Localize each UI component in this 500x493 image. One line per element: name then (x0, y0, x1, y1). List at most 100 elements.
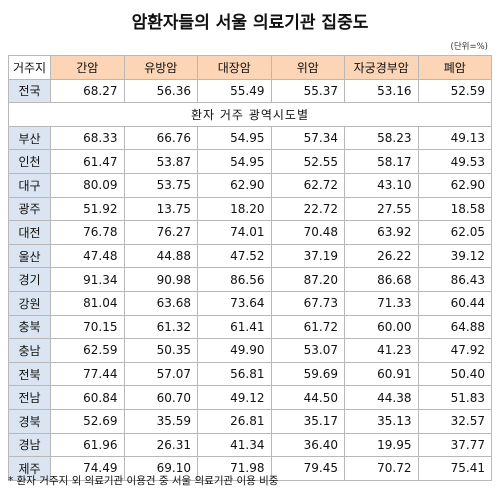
value-cell: 62.90 (417, 172, 492, 198)
value-cell: 60.44 (417, 290, 492, 316)
value-cell: 61.41 (197, 314, 272, 340)
value-cell: 39.12 (417, 243, 492, 269)
region-cell: 경남 (8, 432, 51, 458)
value-cell: 44.50 (270, 385, 345, 410)
value-cell: 51.92 (50, 196, 125, 222)
value-cell: 71.98 (197, 456, 272, 481)
value-cell: 76.78 (50, 220, 125, 245)
value-cell: 58.23 (344, 125, 419, 151)
table-row: 경남 61.96 26.31 41.34 36.40 19.95 37.77 (8, 432, 492, 458)
value-cell: 13.75 (123, 196, 198, 222)
value-cell: 47.52 (197, 243, 272, 269)
region-cell: 광주 (8, 196, 51, 222)
value-cell: 74.01 (197, 220, 272, 245)
value-cell: 60.00 (344, 314, 419, 340)
concentration-table: 거주지 간암 유방암 대장암 위암 자궁경부암 폐암 전국 68.27 56.3… (8, 55, 492, 481)
section-label: 환자 거주 광역시도별 (8, 102, 492, 127)
region-cell: 제주 (8, 456, 51, 481)
table-row: 충남 62.59 50.35 49.90 53.07 41.23 47.92 (8, 338, 492, 363)
table-row: 광주 51.92 13.75 18.20 22.72 27.55 18.58 (8, 196, 492, 222)
region-cell: 대전 (8, 220, 51, 245)
value-cell: 35.17 (270, 408, 345, 434)
value-cell: 63.68 (123, 290, 198, 316)
value-cell: 61.47 (50, 149, 125, 174)
value-cell: 70.48 (270, 220, 345, 245)
value-cell: 49.12 (197, 385, 272, 410)
value-cell: 68.27 (50, 78, 125, 104)
region-cell: 전국 (8, 78, 51, 104)
col-header-colorectal: 대장암 (197, 55, 272, 80)
value-cell: 59.69 (270, 361, 345, 387)
value-cell: 71.33 (344, 290, 419, 316)
region-cell: 경북 (8, 408, 51, 434)
value-cell: 32.57 (417, 408, 492, 434)
region-cell: 전북 (8, 361, 51, 387)
value-cell: 53.87 (123, 149, 198, 174)
table-row: 대구 80.09 53.75 62.90 62.72 43.10 62.90 (8, 172, 492, 198)
value-cell: 80.09 (50, 172, 125, 198)
col-header-liver: 간암 (50, 55, 125, 80)
region-cell: 경기 (8, 267, 51, 292)
value-cell: 37.77 (417, 432, 492, 458)
value-cell: 66.76 (123, 125, 198, 151)
table-row: 대전 76.78 76.27 74.01 70.48 63.92 62.05 (8, 220, 492, 245)
table-row: 경기 91.34 90.98 86.56 87.20 86.68 86.43 (8, 267, 492, 292)
value-cell: 62.72 (270, 172, 345, 198)
value-cell: 52.55 (270, 149, 345, 174)
value-cell: 74.49 (50, 456, 125, 481)
value-cell: 44.38 (344, 385, 419, 410)
value-cell: 55.49 (197, 78, 272, 104)
value-cell: 41.34 (197, 432, 272, 458)
value-cell: 79.45 (270, 456, 345, 481)
value-cell: 56.36 (123, 78, 198, 104)
value-cell: 86.43 (417, 267, 492, 292)
region-cell: 대구 (8, 172, 51, 198)
value-cell: 18.20 (197, 196, 272, 222)
value-cell: 26.81 (197, 408, 272, 434)
unit-label: (단위=%) (450, 42, 488, 52)
value-cell: 60.91 (344, 361, 419, 387)
value-cell: 70.15 (50, 314, 125, 340)
col-header-lung: 폐암 (417, 55, 492, 80)
region-cell: 전남 (8, 385, 51, 410)
value-cell: 53.75 (123, 172, 198, 198)
value-cell: 64.88 (417, 314, 492, 340)
value-cell: 76.27 (123, 220, 198, 245)
table-row: 인천 61.47 53.87 54.95 52.55 58.17 49.53 (8, 149, 492, 174)
value-cell: 18.58 (417, 196, 492, 222)
value-cell: 50.35 (123, 338, 198, 363)
value-cell: 52.69 (50, 408, 125, 434)
value-cell: 87.20 (270, 267, 345, 292)
value-cell: 81.04 (50, 290, 125, 316)
value-cell: 41.23 (344, 338, 419, 363)
table-row: 부산 68.33 66.76 54.95 57.34 58.23 49.13 (8, 125, 492, 151)
value-cell: 61.72 (270, 314, 345, 340)
value-cell: 62.59 (50, 338, 125, 363)
value-cell: 26.22 (344, 243, 419, 269)
value-cell: 70.72 (344, 456, 419, 481)
value-cell: 61.32 (123, 314, 198, 340)
table-row: 전남 60.84 60.70 49.12 44.50 44.38 51.83 (8, 385, 492, 410)
value-cell: 57.34 (270, 125, 345, 151)
region-cell: 인천 (8, 149, 51, 174)
value-cell: 44.88 (123, 243, 198, 269)
value-cell: 35.13 (344, 408, 419, 434)
value-cell: 51.83 (417, 385, 492, 410)
section-row: 환자 거주 광역시도별 (8, 102, 492, 127)
header-row: 거주지 간암 유방암 대장암 위암 자궁경부암 폐암 (8, 55, 492, 80)
value-cell: 86.68 (344, 267, 419, 292)
value-cell: 57.07 (123, 361, 198, 387)
value-cell: 37.19 (270, 243, 345, 269)
value-cell: 49.90 (197, 338, 272, 363)
value-cell: 77.44 (50, 361, 125, 387)
value-cell: 47.48 (50, 243, 125, 269)
value-cell: 62.05 (417, 220, 492, 245)
table-row: 충북 70.15 61.32 61.41 61.72 60.00 64.88 (8, 314, 492, 340)
value-cell: 54.95 (197, 149, 272, 174)
value-cell: 43.10 (344, 172, 419, 198)
value-cell: 47.92 (417, 338, 492, 363)
footnote: * 환자 거주지 외 의료기관 이용건 중 서울 의료기관 이용 비중 (8, 475, 279, 487)
table-row: 강원 81.04 63.68 73.64 67.73 71.33 60.44 (8, 290, 492, 316)
value-cell: 35.59 (123, 408, 198, 434)
value-cell: 19.95 (344, 432, 419, 458)
